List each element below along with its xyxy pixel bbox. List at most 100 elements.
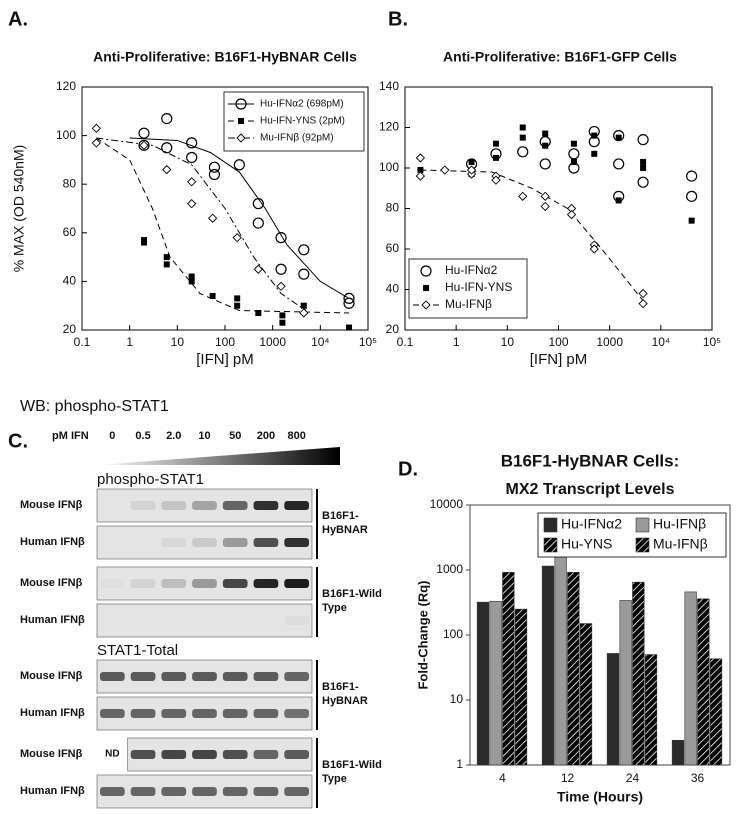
data-point	[637, 176, 649, 188]
data-point	[188, 278, 195, 285]
data-point	[591, 132, 598, 139]
x-axis-label: [IFN] pM	[530, 351, 588, 368]
blot-band	[222, 501, 248, 510]
x-tick-label: 24	[626, 771, 640, 785]
y-axis-label: Fold-Change (Rq)	[415, 580, 430, 689]
blot-band	[130, 750, 156, 759]
y-tick-label: 120	[379, 120, 399, 134]
bar	[709, 658, 723, 766]
blot-strip	[96, 603, 313, 638]
data-point	[163, 254, 170, 261]
blot-band	[284, 787, 309, 796]
bar	[554, 554, 567, 766]
data-point	[91, 123, 101, 133]
y-tick-label: 1	[456, 757, 463, 771]
data-point	[492, 140, 499, 147]
legend-swatch	[543, 537, 558, 553]
dose-axis-label: pM IFN	[52, 430, 89, 442]
bar	[684, 591, 697, 766]
x-tick-label: 36	[691, 771, 705, 785]
data-point	[300, 302, 307, 309]
data-point	[518, 191, 528, 201]
dose-label: 0	[109, 430, 115, 442]
blot-band	[253, 501, 279, 510]
x-tick-label: 10	[171, 335, 185, 349]
data-point	[440, 165, 450, 175]
blot-band	[222, 750, 248, 759]
panel-label: C.	[8, 430, 28, 452]
blot-band	[100, 709, 125, 718]
data-point	[343, 292, 355, 305]
fit-curve	[96, 137, 350, 314]
x-tick-label: 100	[215, 335, 235, 349]
blot-band	[284, 538, 309, 547]
y-tick-label: 1000	[436, 562, 463, 576]
x-tick-label: 4	[499, 771, 506, 785]
data-point	[640, 158, 647, 165]
bar	[632, 581, 645, 766]
data-point	[298, 244, 310, 256]
data-point	[468, 158, 475, 165]
data-point	[542, 130, 549, 137]
group-label: B16F1-Wild Type	[322, 759, 382, 785]
blot-band	[222, 538, 248, 547]
row-label: Human IFNβ	[20, 614, 85, 626]
blot-band	[130, 709, 156, 718]
dose-label: 50	[229, 430, 241, 442]
blot-title: WB: phospho-STAT1	[20, 398, 169, 415]
row-label: Mouse IFNβ	[20, 670, 83, 682]
data-point	[491, 175, 501, 185]
legend-label: Mu-IFNβ (92pM)	[260, 133, 334, 144]
data-point	[208, 168, 221, 181]
data-point	[466, 165, 477, 175]
legend-marker	[420, 265, 432, 277]
fit-curve	[129, 137, 350, 299]
row-label: Human IFNβ	[20, 536, 85, 548]
data-point	[539, 158, 551, 170]
data-point	[276, 281, 286, 291]
y-tick-label: 100	[56, 128, 76, 142]
x-tick-label: 1	[126, 335, 133, 349]
group-label-box: B16F1-HyBNAR	[322, 510, 368, 536]
y-tick-label: 60	[386, 241, 400, 255]
blot-band	[222, 579, 248, 588]
data-point	[186, 137, 198, 149]
row-label: Human IFNβ	[20, 707, 85, 719]
blot-band	[192, 750, 217, 759]
legend-label: Hu-IFNα2	[561, 516, 622, 532]
data-point	[615, 197, 622, 204]
y-tick-label: 100	[443, 627, 463, 641]
blot-strip	[127, 737, 313, 772]
dose-label: 200	[257, 430, 275, 442]
x-axis-label: Time (Hours)	[557, 789, 643, 805]
x-tick-label: 10⁴	[311, 335, 330, 349]
legend-swatch	[635, 517, 650, 533]
bar	[489, 600, 502, 766]
x-tick-label: 100	[548, 335, 568, 349]
x-tick-label: 10	[501, 335, 515, 349]
data-point	[234, 295, 241, 302]
legend-marker	[236, 133, 246, 143]
chart-title: Anti-Proliferative: B16F1-GFP Cells	[443, 49, 677, 65]
blot-band	[161, 787, 187, 796]
x-tick-label: 1	[453, 335, 460, 349]
y-tick-label: 60	[63, 225, 77, 239]
panel-label: A.	[8, 8, 28, 30]
blot-strip	[96, 566, 313, 601]
x-tick-label: 10⁴	[652, 335, 671, 349]
data-point	[519, 124, 526, 131]
data-point	[163, 261, 170, 268]
not-done-label: ND	[105, 749, 119, 760]
group-label-box: B16F1-Wild Type	[322, 759, 382, 785]
data-point	[688, 217, 695, 224]
data-point	[615, 134, 622, 141]
group-label: B16F1-HyBNAR	[322, 681, 368, 707]
bar	[502, 572, 515, 766]
y-tick-label: 10000	[430, 497, 464, 511]
data-point	[299, 308, 309, 318]
blot-band	[161, 750, 187, 759]
fit-curve	[96, 137, 307, 311]
legend-label: Hu-IFN-YNS (2pM)	[260, 116, 345, 127]
